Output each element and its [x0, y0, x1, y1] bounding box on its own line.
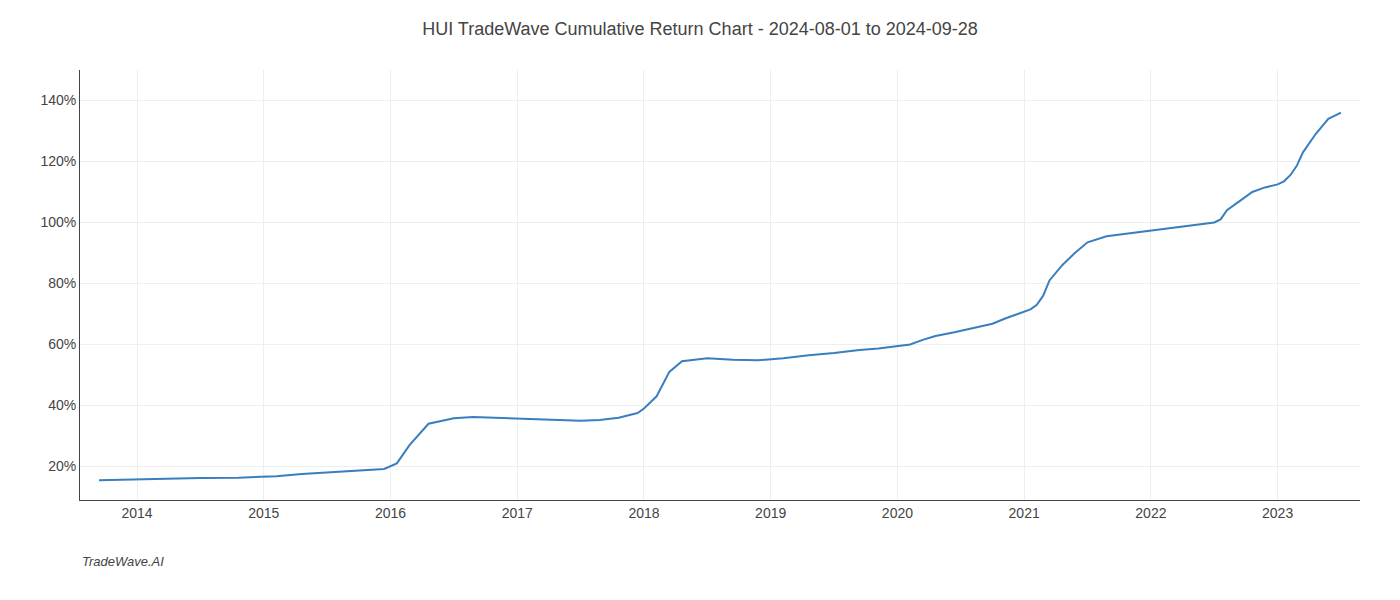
svg-text:80%: 80%: [48, 275, 76, 291]
svg-text:40%: 40%: [48, 397, 76, 413]
svg-text:2023: 2023: [1262, 505, 1293, 521]
svg-text:2017: 2017: [502, 505, 533, 521]
svg-text:2015: 2015: [248, 505, 279, 521]
svg-text:60%: 60%: [48, 336, 76, 352]
svg-text:100%: 100%: [40, 214, 76, 230]
svg-text:2016: 2016: [375, 505, 406, 521]
svg-text:2020: 2020: [882, 505, 913, 521]
svg-text:HUI TradeWave Cumulative Retur: HUI TradeWave Cumulative Return Chart - …: [422, 19, 978, 39]
svg-text:2019: 2019: [755, 505, 786, 521]
svg-text:2022: 2022: [1135, 505, 1166, 521]
svg-text:120%: 120%: [40, 153, 76, 169]
svg-text:2021: 2021: [1009, 505, 1040, 521]
svg-text:2018: 2018: [628, 505, 659, 521]
svg-text:2014: 2014: [121, 505, 152, 521]
svg-text:140%: 140%: [40, 92, 76, 108]
svg-text:TradeWave.AI: TradeWave.AI: [82, 554, 164, 569]
svg-text:20%: 20%: [48, 458, 76, 474]
